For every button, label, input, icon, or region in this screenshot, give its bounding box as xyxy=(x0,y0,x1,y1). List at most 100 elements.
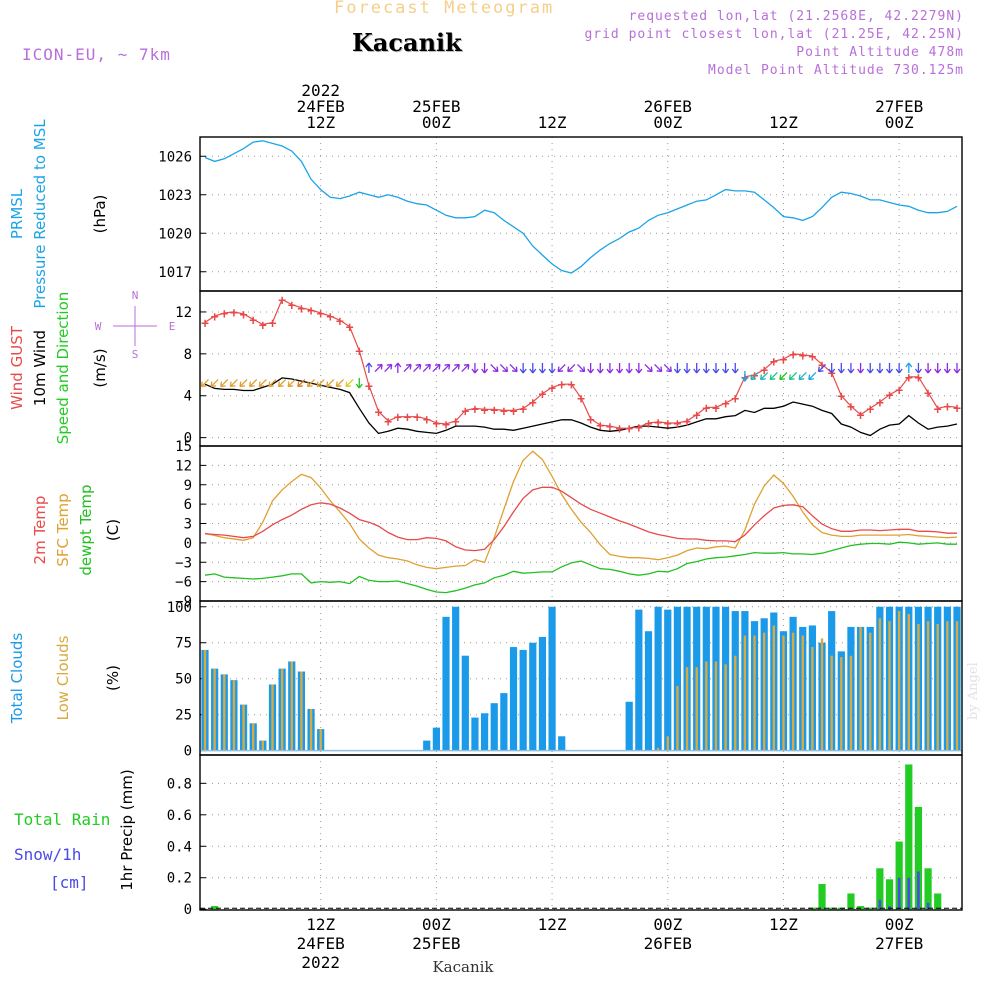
low-clouds-bar xyxy=(666,736,669,751)
wind-gust-marker: + xyxy=(924,387,932,402)
rain-legend: Total Rain xyxy=(14,810,110,829)
total-clouds-bar xyxy=(500,693,508,751)
wind-direction-arrow xyxy=(673,363,681,374)
top-time-label: 2022 xyxy=(301,81,340,100)
total-clouds-bar xyxy=(480,713,489,751)
bottom-time-label: 2022 xyxy=(301,953,340,972)
total-clouds-bar xyxy=(490,703,498,751)
low-clouds-bar xyxy=(936,624,939,751)
rain-bar xyxy=(211,906,219,910)
low-clouds-bar xyxy=(309,708,313,751)
wind-direction-arrow xyxy=(943,363,951,374)
wind-gust-marker: + xyxy=(625,422,633,437)
y-tick-label: 25 xyxy=(175,708,192,724)
rain-bar xyxy=(885,879,894,910)
y-tick-label: 0.6 xyxy=(167,808,192,824)
wind-direction-arrow xyxy=(644,364,653,373)
wind-direction-arrow xyxy=(490,364,499,373)
wind-gust-marker: + xyxy=(288,299,296,314)
wind-direction-arrow xyxy=(828,363,836,374)
top-time-label: 26FEB xyxy=(644,97,692,116)
wind-gust-marker: + xyxy=(712,401,720,416)
rain-bar xyxy=(914,806,923,910)
total-clouds-bar xyxy=(558,736,566,751)
temp-2m-axis-label: 2m Temp xyxy=(31,496,49,565)
pressure-axis-label-2: Pressure Reduced to MSL xyxy=(31,119,49,309)
wind-direction-arrow xyxy=(750,372,759,381)
wind-gust-marker: + xyxy=(635,421,643,436)
model-label: ICON-EU, ~ 7km xyxy=(22,45,171,64)
wind-gust-marker: + xyxy=(240,308,248,323)
wind-direction-arrow xyxy=(451,363,460,372)
point-altitude: Point Altitude 478m xyxy=(796,45,964,60)
low-clouds-bar xyxy=(656,747,660,751)
y-tick-label: 100 xyxy=(167,600,192,616)
low-clouds-bar xyxy=(290,661,293,751)
snow-legend: Snow/1h xyxy=(14,845,81,864)
low-clouds-bar xyxy=(724,664,727,751)
low-clouds-bar xyxy=(734,655,737,751)
total-clouds-bar xyxy=(519,649,527,751)
wind-gust-marker: + xyxy=(481,403,489,418)
pressure-line xyxy=(204,140,958,274)
wind-direction-arrow xyxy=(249,379,258,388)
y-tick-label: 0 xyxy=(184,744,192,760)
wind-direction-arrow xyxy=(384,363,393,372)
wind-gust-marker: + xyxy=(683,415,691,430)
low-clouds-bar xyxy=(782,635,785,751)
low-clouds-bar xyxy=(271,684,274,751)
wind-gust-marker: + xyxy=(587,413,595,428)
wind-direction-arrow xyxy=(200,379,209,388)
low-clouds-bar xyxy=(232,680,236,751)
wind-direction-axis-label: Speed and Direction xyxy=(54,292,72,445)
wind-direction-arrow xyxy=(297,379,306,388)
low-clouds-bar xyxy=(705,661,708,751)
wind-gust-marker: + xyxy=(828,367,836,382)
low-clouds-bar xyxy=(223,674,226,751)
wind-gust-marker: + xyxy=(413,411,421,426)
meteogram-title: Forecast Meteogram xyxy=(334,0,555,18)
low-clouds-bar xyxy=(820,638,824,751)
top-time-label: 24FEB xyxy=(297,97,345,116)
y-tick-label: 4 xyxy=(184,389,192,405)
wind-direction-arrow xyxy=(210,379,219,388)
wind-gust-marker: + xyxy=(943,400,951,415)
snow-bar xyxy=(878,899,882,910)
wind-direction-arrow xyxy=(722,363,730,374)
wind-gust-marker: + xyxy=(702,401,710,416)
wind-gust-marker: + xyxy=(269,316,277,331)
wind-direction-arrow xyxy=(953,363,961,374)
y-tick-label: 50 xyxy=(175,672,192,688)
wind-gust-marker: + xyxy=(307,304,315,319)
low-clouds-bar xyxy=(811,647,814,751)
wind-gust-marker: + xyxy=(220,307,228,322)
top-time-label: 00Z xyxy=(422,113,451,132)
requested-coordinates: requested lon,lat (21.2568E, 42.2279N) xyxy=(628,9,964,24)
wind-direction-arrow xyxy=(905,362,913,373)
bottom-time-label: 12Z xyxy=(538,915,567,934)
low-clouds-bar xyxy=(878,618,882,751)
low-clouds-bar xyxy=(300,671,303,751)
wind-gust-marker: + xyxy=(673,417,681,432)
top-time-label: 12Z xyxy=(769,113,798,132)
y-tick-label: 0 xyxy=(184,431,192,447)
wind-gust-marker: + xyxy=(645,417,653,432)
bottom-time-label: 25FEB xyxy=(412,934,460,953)
panel-frame xyxy=(199,754,963,911)
wind-direction-arrow xyxy=(635,363,643,374)
total-clouds-bar xyxy=(644,631,653,751)
y-tick-label: −6 xyxy=(175,575,192,591)
wind-gust-marker: + xyxy=(895,383,903,398)
y-tick-label: 8 xyxy=(184,347,192,363)
wind-direction-arrow xyxy=(798,372,807,381)
wind-direction-arrow xyxy=(287,379,296,388)
wind-gust-marker: + xyxy=(326,310,334,325)
wind-gust-marker: + xyxy=(500,404,508,419)
total-clouds-bar xyxy=(625,701,633,751)
low-clouds-bar xyxy=(946,621,949,751)
bottom-time-label: 00Z xyxy=(885,915,914,934)
wind-gust-marker: + xyxy=(780,353,788,368)
wind-gust-marker: + xyxy=(789,348,797,363)
wind-gust-marker: + xyxy=(375,405,383,420)
